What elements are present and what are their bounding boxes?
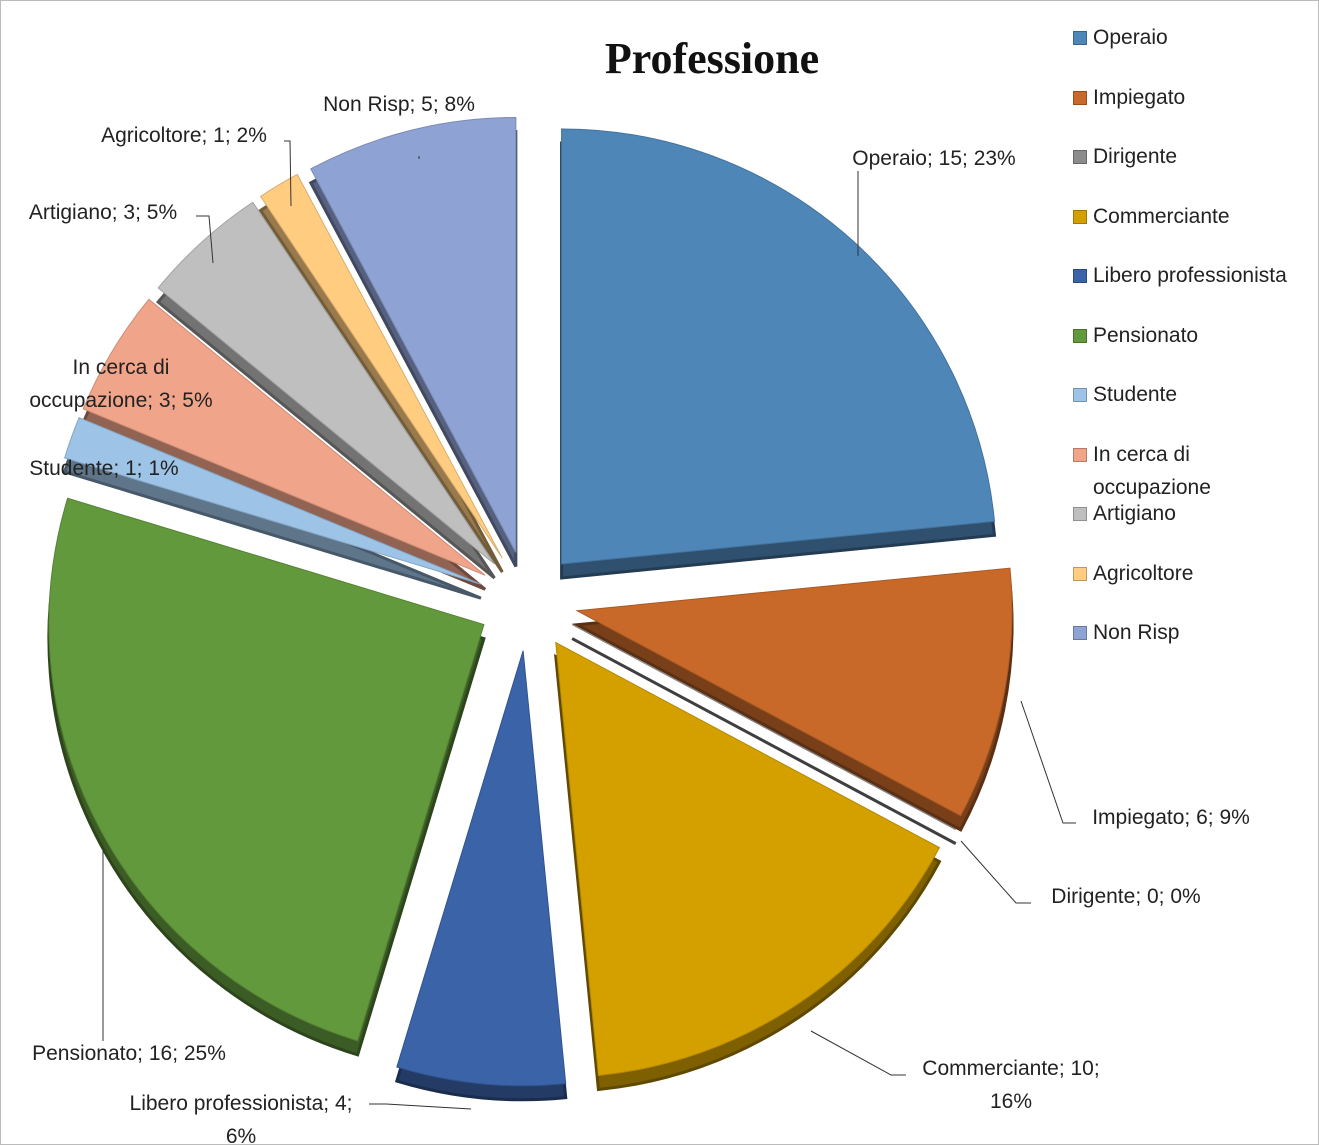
legend-entry: In cerca di occupazione [1073,438,1313,504]
legend-entry: Pensionato [1073,319,1313,352]
leader-line [369,1103,472,1110]
leader-line [284,140,292,207]
legend-entry: Non Risp [1073,616,1313,649]
legend-swatch [1073,626,1087,640]
slice [259,173,503,559]
legend-entry: Impiegato [1073,81,1313,114]
legend-swatch [1073,328,1087,343]
data-label: Libero professionista; 4; 6% [129,1092,353,1145]
slice [555,641,941,1077]
legend-entry: Studente [1073,378,1313,411]
legend-label: Impiegato [1093,85,1186,109]
legend-swatch [1073,269,1087,283]
leader-line [196,215,214,264]
chart-title: Professione [604,34,820,83]
legend-swatch [1073,90,1087,105]
slice [48,497,485,1042]
data-label: Pensionato; 16; 25% [32,1042,226,1065]
data-label: In cerca di occupazione; 3; 5% [29,356,213,412]
legend-label: Artigiano [1093,502,1176,525]
legend-entry: Dirigente [1073,140,1313,173]
legend-entry: Libero professionista [1073,259,1313,292]
data-label: Commerciante; 10; 16% [922,1057,1100,1113]
legend-swatch [1073,566,1087,581]
leader-line [810,1030,906,1076]
legend-entry: Operaio [1073,21,1313,54]
legend-swatch [1073,507,1087,521]
slice [157,201,495,565]
legend-entry: Agricoltore [1073,557,1313,590]
legend-swatch [1073,31,1087,45]
leader-line [960,840,1031,904]
legend-label: Non Risp [1093,621,1180,644]
slice [310,116,517,553]
legend-swatch [1073,209,1087,224]
legend-label: Commerciante [1093,204,1230,228]
legend-label: Pensionato [1093,323,1199,347]
slice [82,298,486,576]
legend-label: In cerca di occupazione [1093,442,1211,499]
slice [571,624,956,831]
legend-label: Libero professionista [1093,264,1287,287]
legend-swatch [1073,150,1087,164]
data-label: Dirigente; 0; 0% [1051,885,1201,908]
legend-label: Dirigente [1093,145,1178,168]
slice-side [571,637,957,845]
leader-line [1020,700,1076,824]
data-label: Studente; 1; 1% [29,457,179,480]
data-label: Operaio; 15; 23% [852,147,1016,170]
legend-swatch [1073,447,1087,462]
legend-label: Operaio [1093,26,1168,49]
slice [561,128,996,565]
data-label: Artigiano; 3; 5% [28,201,178,224]
legend-label: Agricoltore [1093,561,1194,585]
legend-label: Studente [1093,383,1178,406]
data-label: Non Risp; 5; 8% [323,93,475,116]
slice [575,567,1013,817]
legend-swatch [1073,388,1087,402]
legend-entry: Artigiano [1073,497,1313,530]
legend-entry: Commerciante [1073,200,1313,233]
data-label: Agricoltore; 1; 2% [101,124,267,147]
slice [396,650,567,1087]
slice [64,417,482,585]
data-label: Impiegato; 6; 9% [1092,806,1250,829]
